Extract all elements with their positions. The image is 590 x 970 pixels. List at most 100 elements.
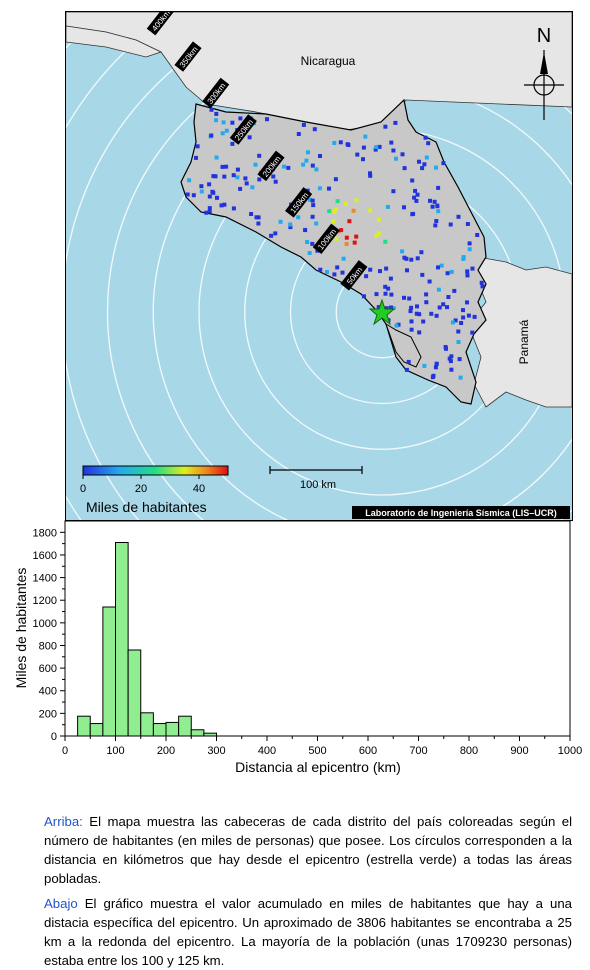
district-marker bbox=[288, 222, 293, 227]
district-marker bbox=[278, 219, 283, 224]
district-marker bbox=[214, 155, 219, 160]
district-marker bbox=[332, 141, 337, 145]
district-marker bbox=[310, 163, 315, 168]
district-marker bbox=[368, 173, 373, 178]
district-marker bbox=[424, 292, 429, 297]
district-marker bbox=[413, 188, 418, 193]
district-marker bbox=[377, 144, 382, 149]
district-marker bbox=[376, 231, 381, 236]
district-marker bbox=[472, 314, 477, 319]
district-marker bbox=[335, 199, 340, 204]
y-tick-label: 1200 bbox=[33, 595, 57, 607]
district-marker bbox=[400, 249, 405, 254]
district-marker bbox=[332, 209, 337, 214]
district-marker bbox=[304, 158, 309, 163]
district-marker bbox=[222, 202, 227, 207]
colorbar-tick: 40 bbox=[193, 483, 205, 495]
district-marker bbox=[238, 116, 243, 121]
district-marker bbox=[421, 319, 426, 324]
district-marker bbox=[384, 266, 389, 271]
district-marker bbox=[406, 359, 411, 364]
district-marker bbox=[209, 107, 214, 112]
district-marker bbox=[374, 145, 379, 149]
district-marker bbox=[441, 302, 446, 307]
caption-bottom: Abajo El gráfico muestra el valor acumul… bbox=[44, 894, 572, 970]
district-marker bbox=[207, 209, 212, 214]
histogram-bar bbox=[165, 721, 180, 737]
district-marker bbox=[470, 266, 475, 271]
district-marker bbox=[362, 294, 366, 299]
district-marker bbox=[415, 192, 420, 197]
district-marker bbox=[465, 300, 469, 305]
district-marker bbox=[383, 291, 388, 296]
district-marker bbox=[436, 185, 441, 190]
caption-top: Arriba: El mapa muestra las cabeceras de… bbox=[44, 812, 572, 888]
district-marker bbox=[314, 221, 319, 226]
district-marker bbox=[434, 165, 438, 170]
y-tick-label: 1600 bbox=[33, 550, 57, 562]
district-marker bbox=[459, 321, 464, 325]
district-marker bbox=[286, 165, 291, 170]
district-marker bbox=[343, 202, 348, 207]
district-marker bbox=[429, 311, 434, 316]
district-marker bbox=[458, 375, 463, 380]
district-marker bbox=[402, 166, 407, 171]
district-marker bbox=[388, 276, 393, 281]
scale-bar: 100 km bbox=[269, 466, 363, 491]
district-marker bbox=[338, 140, 343, 145]
district-marker bbox=[325, 270, 329, 274]
district-marker bbox=[448, 222, 453, 227]
district-marker bbox=[449, 269, 454, 274]
district-marker bbox=[448, 359, 453, 364]
osa-peninsula bbox=[385, 322, 422, 368]
district-marker bbox=[345, 142, 350, 147]
district-marker bbox=[479, 280, 484, 285]
x-tick-label: 900 bbox=[510, 745, 528, 757]
district-marker bbox=[391, 189, 396, 194]
district-marker bbox=[445, 305, 449, 310]
epicenter-map: 450km400km350km300km250km200km150km100km… bbox=[65, 11, 573, 521]
district-marker bbox=[465, 222, 470, 226]
x-tick-label: 500 bbox=[308, 745, 326, 757]
district-marker bbox=[307, 251, 312, 255]
district-marker bbox=[199, 189, 204, 194]
district-marker bbox=[273, 231, 278, 236]
district-marker bbox=[314, 167, 319, 172]
district-marker bbox=[256, 215, 261, 220]
district-marker bbox=[209, 133, 214, 138]
panama-label: Panamá bbox=[517, 319, 531, 364]
district-marker bbox=[378, 269, 382, 274]
population-histogram: 0 100 200 300 400 500 600 700 800 900 1000 0 200 400… bbox=[13, 520, 582, 775]
district-marker bbox=[368, 171, 372, 176]
district-marker bbox=[211, 190, 216, 195]
y-tick-label: 200 bbox=[39, 708, 57, 720]
district-marker bbox=[461, 255, 466, 260]
y-tick-label: 1000 bbox=[33, 618, 57, 630]
district-marker bbox=[465, 269, 470, 274]
district-marker bbox=[457, 357, 462, 362]
district-marker bbox=[432, 199, 437, 204]
caption-bottom-lead: Abajo bbox=[44, 896, 78, 911]
district-marker bbox=[467, 241, 472, 246]
district-marker bbox=[354, 234, 359, 239]
district-marker bbox=[305, 240, 310, 244]
colorbar-tick: 20 bbox=[135, 483, 147, 495]
district-marker bbox=[220, 131, 225, 136]
district-marker bbox=[480, 284, 485, 289]
district-marker bbox=[288, 225, 293, 230]
district-marker bbox=[296, 215, 301, 220]
x-tick-label: 1000 bbox=[558, 745, 582, 757]
plot-area bbox=[64, 520, 571, 737]
district-marker bbox=[301, 122, 306, 127]
district-marker bbox=[341, 256, 346, 261]
x-tick-label: 200 bbox=[157, 745, 175, 757]
nicoya-tip bbox=[66, 25, 163, 58]
district-marker bbox=[389, 292, 394, 297]
district-marker bbox=[404, 256, 409, 261]
district-marker bbox=[332, 272, 337, 277]
y-tick-label: 1800 bbox=[33, 527, 57, 539]
district-marker bbox=[308, 197, 312, 202]
district-marker bbox=[461, 308, 465, 313]
district-marker bbox=[254, 215, 259, 220]
district-marker bbox=[303, 228, 308, 233]
